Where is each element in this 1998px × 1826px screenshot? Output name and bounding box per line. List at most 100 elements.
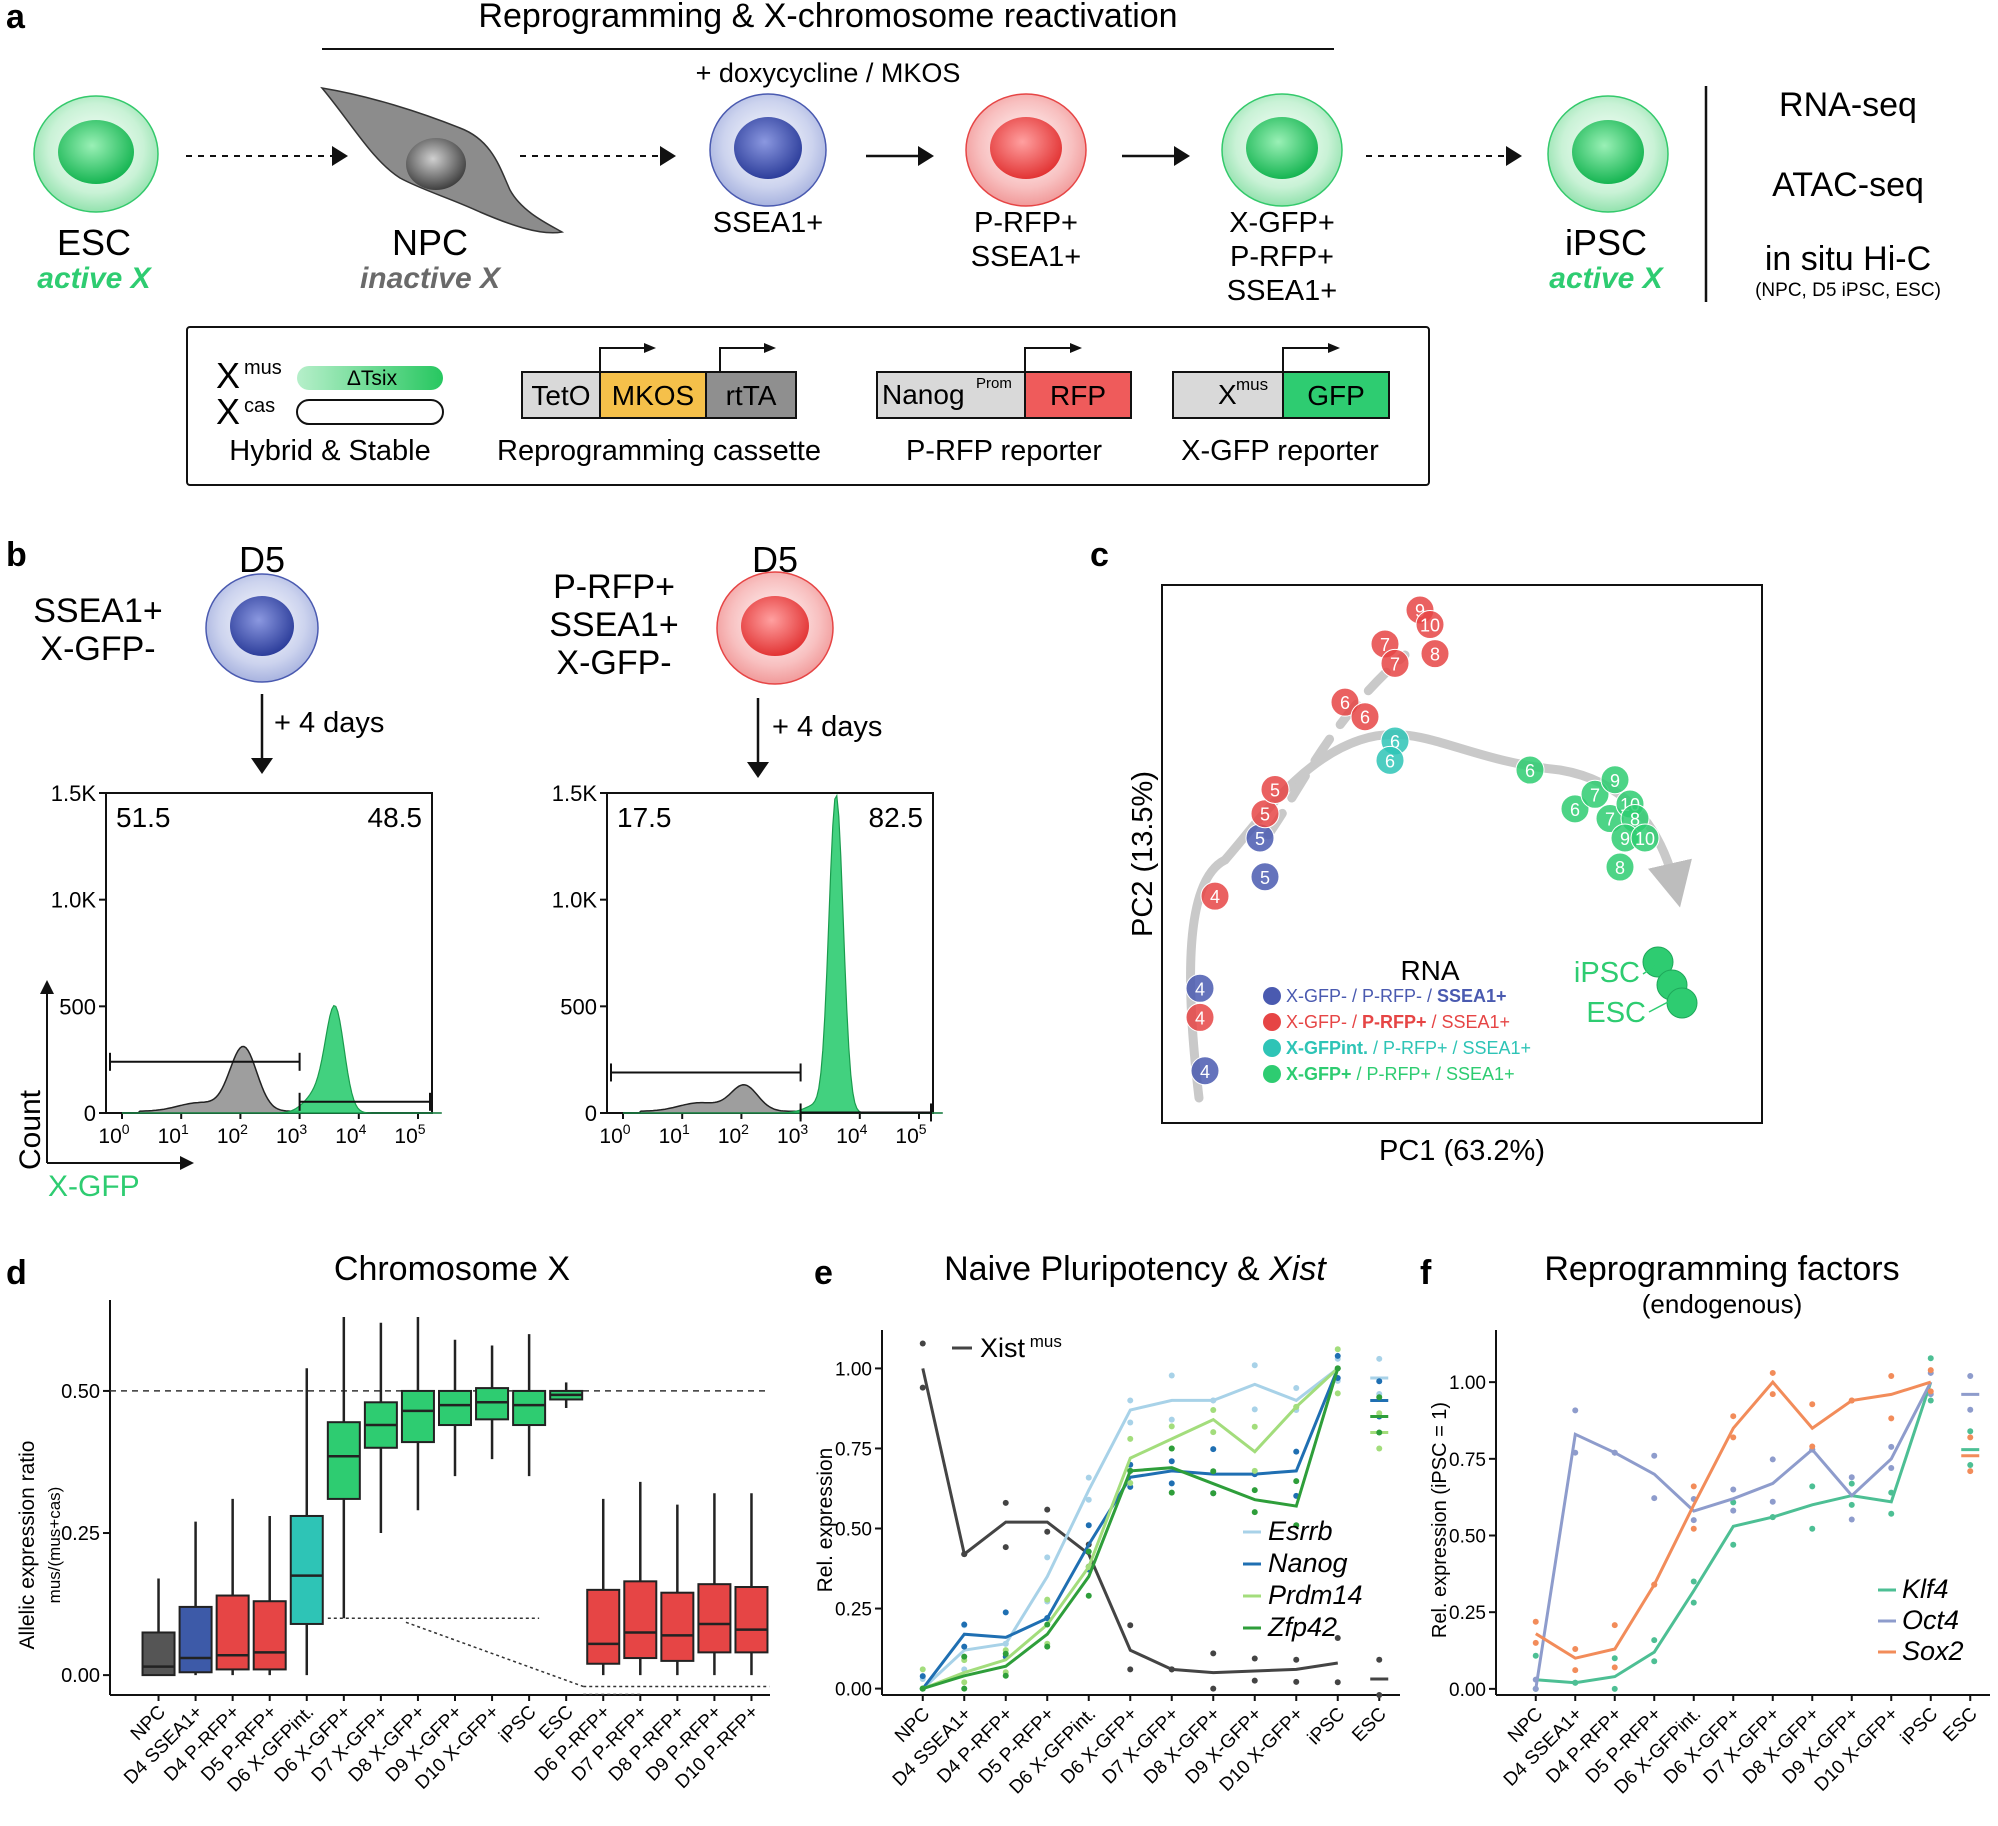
assay-rnaseq: RNA-seq bbox=[1779, 86, 1917, 124]
right-prfp-cell bbox=[716, 571, 834, 685]
xgfp-label-3: SSEA1+ bbox=[1227, 275, 1337, 307]
replicate-dot bbox=[961, 1643, 968, 1650]
y-tick-label: 0.75 bbox=[835, 1439, 872, 1460]
replicate-dot bbox=[1251, 1467, 1258, 1474]
box-iqr bbox=[400, 1389, 435, 1444]
replicate-dot bbox=[1809, 1401, 1816, 1408]
gfp-label: GFP bbox=[1307, 380, 1365, 411]
replicate-dot bbox=[1044, 1554, 1051, 1561]
assay-hic: in situ Hi-C bbox=[1765, 240, 1931, 278]
replicate-dot bbox=[1251, 1423, 1258, 1430]
pca-point-label: 9 bbox=[1620, 829, 1630, 849]
replicate-dot bbox=[1044, 1621, 1051, 1628]
hybrid-x-mus: X bbox=[216, 355, 240, 396]
prfp-cell bbox=[965, 93, 1087, 207]
constructs-box bbox=[186, 326, 1430, 486]
replicate-dot bbox=[1127, 1467, 1134, 1474]
npc-cell bbox=[320, 86, 565, 234]
panel-e-ylabel: Rel. expression bbox=[814, 1448, 837, 1593]
pca-point bbox=[1350, 702, 1380, 732]
replicate-dot bbox=[919, 1340, 926, 1347]
esc-replicate-dot bbox=[1967, 1434, 1974, 1441]
pca-point bbox=[1380, 648, 1410, 678]
box-iqr bbox=[326, 1421, 361, 1500]
replicate-dot bbox=[1002, 1650, 1009, 1657]
y-tick-label: 0 bbox=[84, 1101, 96, 1126]
replicate-dot bbox=[1168, 1445, 1175, 1452]
esc-replicate-dot bbox=[1376, 1410, 1383, 1417]
replicate-dot bbox=[1334, 1390, 1341, 1397]
x-tick-exp: 0 bbox=[122, 1121, 130, 1137]
x-tick-label: ESC bbox=[1348, 1704, 1390, 1746]
legend-swatch bbox=[1263, 1065, 1281, 1083]
legend-entry-part: X-GFP- / bbox=[1286, 1012, 1362, 1032]
y-tick-label: 0.50 bbox=[61, 1381, 100, 1403]
replicate-dot bbox=[1532, 1639, 1539, 1646]
pca-point bbox=[1185, 1002, 1215, 1032]
replicate-dot bbox=[961, 1685, 968, 1692]
replicate-dot bbox=[1848, 1397, 1855, 1404]
replicate-dot bbox=[1293, 1656, 1300, 1663]
replicate-dot bbox=[1888, 1465, 1895, 1472]
panel-label-a: a bbox=[6, 0, 26, 36]
legend-entry-part: / P-RFP+ / SSEA1+ bbox=[1352, 1064, 1515, 1084]
left-arrow-label: + 4 days bbox=[274, 707, 384, 739]
esc-replicate-dot bbox=[1376, 1394, 1383, 1401]
x-tick-label: ESC bbox=[1939, 1704, 1981, 1746]
promoter-arrow-1 bbox=[599, 347, 646, 372]
panel-label-b: b bbox=[6, 536, 27, 574]
replicate-dot bbox=[1651, 1581, 1658, 1588]
right-label-1: P-RFP+ bbox=[553, 568, 675, 606]
hybrid-mus-sup: mus bbox=[244, 357, 282, 379]
esc-replicate-dot bbox=[1376, 1355, 1383, 1362]
replicate-dot bbox=[1251, 1655, 1258, 1662]
hybrid-caption: Hybrid & Stable bbox=[229, 435, 431, 467]
replicate-dot bbox=[1334, 1635, 1341, 1642]
replicate-dot bbox=[1809, 1483, 1816, 1490]
arrowhead-ssea-prfp bbox=[918, 146, 934, 166]
panel-e: e Naive Pluripotency & Xist Rel. express… bbox=[814, 1250, 1400, 1798]
replicate-dot bbox=[1572, 1645, 1579, 1652]
replicate-dot bbox=[1168, 1458, 1175, 1465]
xgfp-cell bbox=[1221, 93, 1343, 207]
x-tick-label: 103 bbox=[777, 1121, 808, 1148]
replicate-dot bbox=[1127, 1622, 1134, 1629]
replicate-dot bbox=[1611, 1664, 1618, 1671]
esc-replicate-dot bbox=[1967, 1468, 1974, 1475]
x-tick-base: 10 bbox=[394, 1125, 417, 1148]
replicate-dot bbox=[1888, 1415, 1895, 1422]
replicate-dot bbox=[1127, 1419, 1134, 1426]
x-tick-base: 10 bbox=[777, 1125, 800, 1148]
replicate-dot bbox=[919, 1673, 926, 1680]
y-tick-label: 1.0K bbox=[51, 888, 97, 913]
replicate-dot bbox=[1888, 1489, 1895, 1496]
replicate-dot bbox=[1334, 1346, 1341, 1353]
replicate-dot bbox=[1251, 1677, 1258, 1684]
panel-d: d Chromosome X Allelic expression ratio … bbox=[6, 1250, 770, 1796]
replicate-dot bbox=[961, 1679, 968, 1686]
y-tick-label: 0.25 bbox=[835, 1600, 872, 1621]
replicate-dot bbox=[1611, 1449, 1618, 1456]
replicate-dot bbox=[1044, 1528, 1051, 1535]
replicate-dot bbox=[1002, 1499, 1009, 1506]
replicate-dot bbox=[1210, 1685, 1217, 1692]
replicate-dot bbox=[1044, 1615, 1051, 1622]
replicate-dot bbox=[1927, 1355, 1934, 1362]
replicate-dot bbox=[1769, 1498, 1776, 1505]
panel-d-title: Chromosome X bbox=[334, 1250, 570, 1288]
esc-replicate-dot bbox=[1376, 1656, 1383, 1663]
x-tick-exp: 3 bbox=[299, 1121, 307, 1137]
pca-point bbox=[1260, 774, 1290, 804]
y-tick-label: 1.5K bbox=[51, 781, 97, 806]
y-tick-label: 1.00 bbox=[835, 1359, 872, 1380]
panel-label-f: f bbox=[1420, 1254, 1432, 1292]
series-line-xist bbox=[921, 1368, 1339, 1675]
count-axis-label: Count bbox=[14, 1089, 47, 1170]
x-tick-exp: 5 bbox=[418, 1121, 426, 1137]
replicate-dot bbox=[1532, 1676, 1539, 1683]
replicate-dot bbox=[1044, 1643, 1051, 1650]
pca-point bbox=[1605, 852, 1635, 882]
esc-replicate-dot bbox=[1967, 1428, 1974, 1435]
x-tick-exp: 3 bbox=[800, 1121, 808, 1137]
